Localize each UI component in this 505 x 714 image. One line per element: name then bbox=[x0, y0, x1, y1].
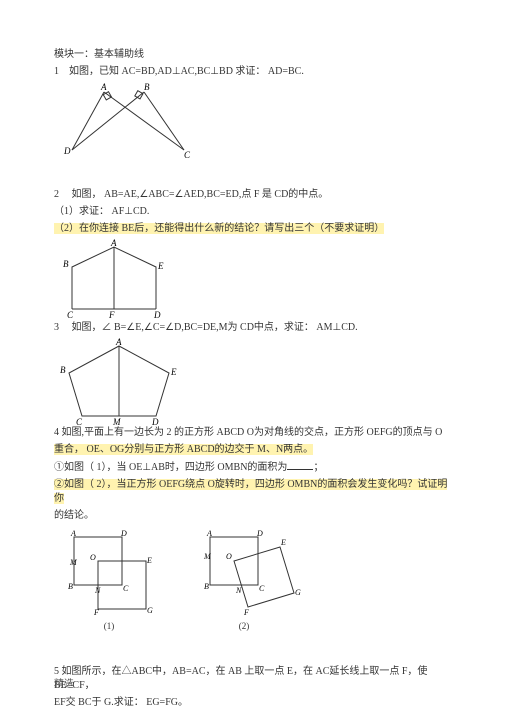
fig4-1-c: C bbox=[123, 584, 129, 593]
problem-3: 3 如图，∠ B=∠E,∠C=∠D,BC=DE,M为 CD中点，求证： AM⊥C… bbox=[54, 321, 451, 335]
fig1-label-c: C bbox=[184, 150, 191, 160]
figure-4-row: A D B C O M N E F G (1) A D B C O M N E bbox=[54, 529, 451, 631]
problem-2-sub1: （1）求证： AF⊥CD. bbox=[54, 205, 451, 219]
figure-1: A B C D bbox=[54, 82, 204, 160]
fig2-label-b: B bbox=[63, 259, 69, 269]
fig3-label-d: D bbox=[151, 417, 159, 426]
problem-3-text: 如图，∠ B=∠E,∠C=∠D,BC=DE,M为 CD中点，求证： AM⊥CD. bbox=[72, 322, 358, 333]
fig1-label-b: B bbox=[144, 82, 150, 92]
problem-1-text: 如图，已知 AC=BD,AD⊥AC,BC⊥BD 求证： AD=BC. bbox=[69, 66, 304, 77]
problem-2-sub2: （2）在你连接 BE后，还能得出什么新的结论？请写出三个（不要求证明） bbox=[54, 222, 451, 236]
fig4-1-f: F bbox=[93, 608, 99, 617]
fig4-1-n: N bbox=[94, 586, 101, 595]
figure-4-1-wrap: A D B C O M N E F G (1) bbox=[54, 529, 164, 631]
problem-4-text-b: 重合， OE、OG分别与正方形 ABCD的边交于 M、N两点。 bbox=[54, 444, 313, 455]
fig2-label-e: E bbox=[157, 261, 164, 271]
fig3-label-m: M bbox=[112, 417, 121, 426]
fig4-1-m: M bbox=[69, 558, 78, 567]
fig4-2-m: M bbox=[203, 552, 212, 561]
fig4-1-a: A bbox=[70, 529, 76, 538]
problem-1: 1 如图，已知 AC=BD,AD⊥AC,BC⊥BD 求证： AD=BC. bbox=[54, 65, 451, 79]
figure-4-2-wrap: A D B C O M N E F G (2) bbox=[184, 529, 304, 631]
fig4-2-o: O bbox=[226, 552, 232, 561]
problem-4-sub2a: ②如图（ 2），当正方形 OEFG绕点 O旋转时，四边形 OMBN的面积会发生变… bbox=[54, 479, 447, 504]
problem-4-num: 4 bbox=[54, 427, 59, 438]
figure-3: A B E C M D bbox=[54, 338, 184, 426]
problem-5-text-a: 如图所示，在△ABC中，AB=AC，在 AB 上取一点 E，在 AC延长线上取一… bbox=[54, 666, 427, 691]
fig4-1-g: G bbox=[147, 606, 153, 615]
fig4-1-d: D bbox=[120, 529, 127, 538]
fig1-label-a: A bbox=[100, 82, 107, 92]
fig3-label-e: E bbox=[170, 367, 177, 377]
fig4-2-e: E bbox=[280, 538, 286, 547]
fig2-label-f: F bbox=[108, 310, 115, 320]
problem-4-sub1: ①如图（ 1），当 OE⊥AB时，四边形 OMBN的面积为 ； bbox=[54, 460, 451, 475]
fig4-2-c: C bbox=[259, 584, 265, 593]
fig4-1-e: E bbox=[146, 556, 152, 565]
fig4-2-b: B bbox=[204, 582, 209, 591]
figure-4-2-caption: (2) bbox=[184, 621, 304, 631]
fig4-2-f: F bbox=[243, 608, 249, 617]
problem-4-line2: 重合， OE、OG分别与正方形 ABCD的边交于 M、N两点。 bbox=[54, 443, 451, 457]
figure-4-1-caption: (1) bbox=[54, 621, 164, 631]
fig3-label-a: A bbox=[115, 338, 122, 347]
problem-4-sub1a: ①如图（ 1），当 OE⊥AB时，四边形 OMBN的面积为 bbox=[54, 462, 287, 473]
problem-4-sub1b: ； bbox=[313, 462, 323, 473]
problem-2-text: 如图， AB=AE,∠ABC=∠AED,BC=ED,点 F 是 CD的中点。 bbox=[72, 189, 329, 200]
problem-4-sub2: ②如图（ 2），当正方形 OEFG绕点 O旋转时，四边形 OMBN的面积会发生变… bbox=[54, 478, 451, 506]
fig2-label-d: D bbox=[153, 310, 161, 320]
problem-5-line1: 5 如图所示，在△ABC中，AB=AC，在 AB 上取一点 E，在 AC延长线上… bbox=[54, 665, 451, 693]
figure-2: A B E C F D bbox=[54, 239, 174, 321]
fig4-1-b: B bbox=[68, 582, 73, 591]
problem-1-num: 1 bbox=[54, 66, 59, 77]
problem-2-sub2-hl: （2）在你连接 BE后，还能得出什么新的结论？请写出三个（不要求证明） bbox=[54, 223, 384, 234]
problem-2: 2 如图， AB=AE,∠ABC=∠AED,BC=ED,点 F 是 CD的中点。 bbox=[54, 188, 451, 202]
module-title: 模块一：基本辅助线 bbox=[54, 48, 451, 62]
problem-4-text-a: 如图,平面上有一边长为 2 的正方形 ABCD O为对角线的交点，正方形 OEF… bbox=[62, 427, 443, 438]
page-footer: 精选 bbox=[54, 675, 74, 690]
fig3-label-c: C bbox=[76, 417, 83, 426]
fig3-label-b: B bbox=[60, 365, 66, 375]
fig2-label-c: C bbox=[67, 310, 74, 320]
fig4-2-n: N bbox=[235, 586, 242, 595]
problem-4-sub2b: 的结论。 bbox=[54, 509, 451, 523]
figure-4-2: A D B C O M N E F G bbox=[184, 529, 304, 619]
fig1-label-d: D bbox=[63, 146, 71, 156]
fig4-2-d: D bbox=[256, 529, 263, 538]
fig4-1-o: O bbox=[90, 553, 96, 562]
blank-fill bbox=[287, 460, 313, 470]
problem-4-line1: 4 如图,平面上有一边长为 2 的正方形 ABCD O为对角线的交点，正方形 O… bbox=[54, 426, 451, 440]
fig4-2-a: A bbox=[206, 529, 212, 538]
figure-4-1: A D B C O M N E F G bbox=[54, 529, 164, 619]
problem-3-num: 3 bbox=[54, 322, 59, 333]
fig4-2-g: G bbox=[295, 588, 301, 597]
problem-2-num: 2 bbox=[54, 189, 59, 200]
fig2-label-a: A bbox=[110, 239, 117, 248]
problem-5-line2: EF交 BC于 G.求证： EG=FG。 bbox=[54, 696, 451, 710]
